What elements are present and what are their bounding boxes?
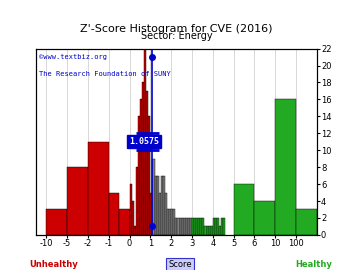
Bar: [181, 218, 184, 235]
Text: The Research Foundation of SUNY: The Research Foundation of SUNY: [39, 71, 171, 77]
Bar: [67, 167, 88, 235]
Bar: [275, 99, 296, 235]
Bar: [223, 218, 225, 235]
Bar: [130, 184, 132, 235]
Bar: [204, 227, 207, 235]
Bar: [196, 218, 198, 235]
Bar: [217, 218, 219, 235]
Title: Z'-Score Histogram for CVE (2016): Z'-Score Histogram for CVE (2016): [80, 24, 273, 34]
Bar: [190, 218, 192, 235]
Bar: [161, 176, 163, 235]
Bar: [148, 116, 150, 235]
Bar: [186, 218, 188, 235]
Bar: [136, 167, 138, 235]
Text: 1.0575: 1.0575: [129, 137, 159, 146]
Bar: [157, 176, 159, 235]
Bar: [209, 227, 211, 235]
Bar: [171, 210, 173, 235]
Bar: [146, 91, 148, 235]
Text: Score: Score: [168, 260, 192, 269]
Bar: [132, 201, 134, 235]
Bar: [142, 82, 144, 235]
Bar: [140, 99, 142, 235]
Text: Healthy: Healthy: [295, 260, 332, 269]
Text: Unhealthy: Unhealthy: [30, 260, 78, 269]
Bar: [213, 218, 215, 235]
Bar: [165, 193, 167, 235]
Bar: [202, 218, 204, 235]
Bar: [138, 116, 140, 235]
Bar: [173, 210, 175, 235]
Bar: [144, 49, 146, 235]
Bar: [109, 193, 119, 235]
Bar: [234, 184, 255, 235]
Bar: [219, 227, 221, 235]
Bar: [150, 193, 153, 235]
Bar: [163, 176, 165, 235]
Bar: [188, 218, 190, 235]
Text: Sector: Energy: Sector: Energy: [141, 31, 212, 41]
Bar: [119, 210, 130, 235]
Text: ©www.textbiz.org: ©www.textbiz.org: [39, 54, 107, 60]
Bar: [177, 218, 180, 235]
Bar: [159, 193, 161, 235]
Bar: [255, 201, 275, 235]
Bar: [296, 210, 317, 235]
Bar: [180, 218, 181, 235]
Bar: [211, 227, 213, 235]
Bar: [194, 218, 196, 235]
Bar: [167, 210, 169, 235]
Bar: [153, 159, 154, 235]
Bar: [221, 218, 223, 235]
Bar: [207, 227, 209, 235]
Bar: [46, 210, 67, 235]
Bar: [175, 218, 177, 235]
Bar: [192, 218, 194, 235]
Bar: [198, 218, 200, 235]
Bar: [169, 210, 171, 235]
Bar: [215, 218, 217, 235]
Bar: [154, 176, 157, 235]
Bar: [88, 142, 109, 235]
Bar: [134, 227, 136, 235]
Bar: [200, 218, 202, 235]
Bar: [184, 218, 186, 235]
